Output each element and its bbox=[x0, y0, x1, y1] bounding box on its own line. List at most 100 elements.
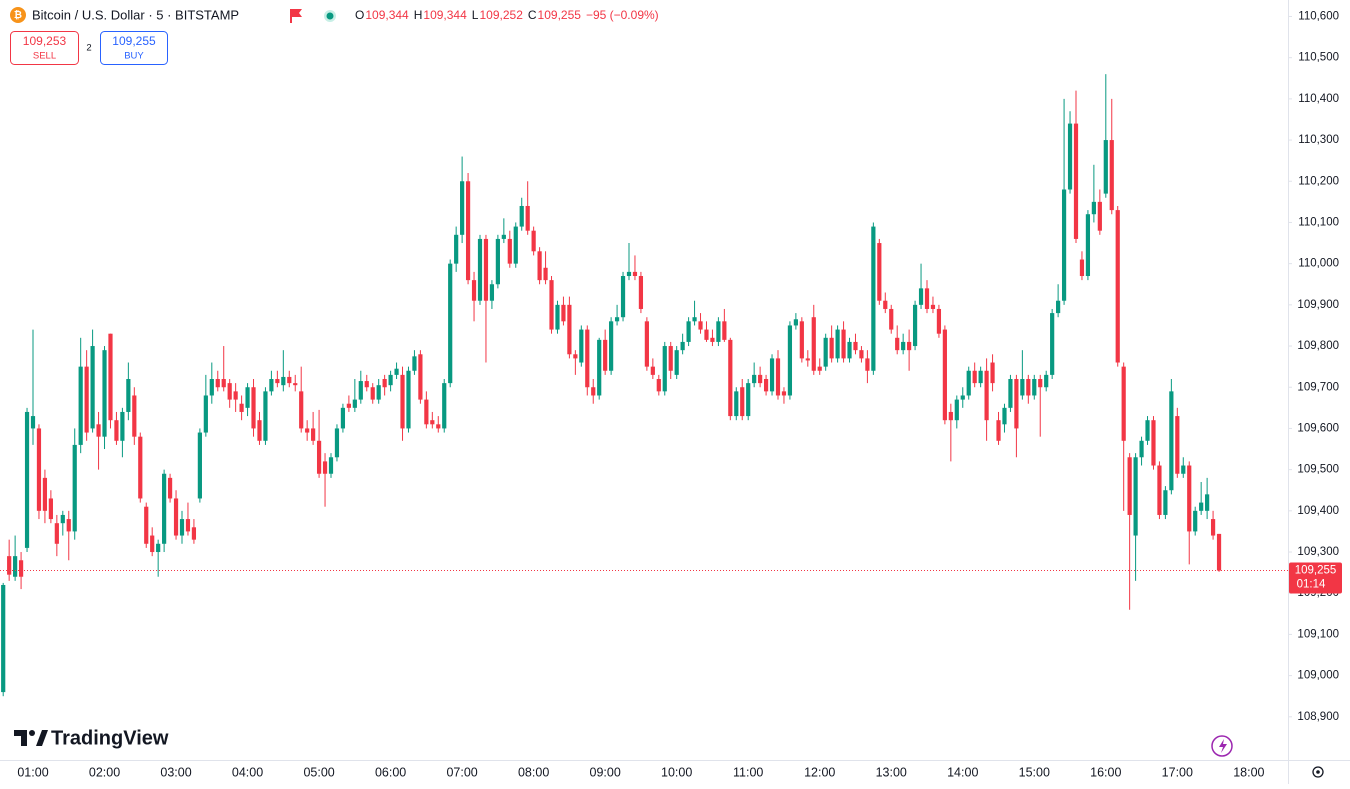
candle-body bbox=[84, 366, 89, 433]
candle-body bbox=[471, 280, 477, 301]
candle-body bbox=[722, 321, 727, 340]
candle-body bbox=[603, 339, 608, 371]
candle-body bbox=[531, 230, 536, 252]
y-tick-label: 110,100 bbox=[1298, 216, 1339, 228]
candle-body bbox=[96, 424, 101, 437]
y-tick-label: 110,500 bbox=[1298, 52, 1339, 64]
candle-body bbox=[567, 304, 572, 355]
candle-body bbox=[316, 440, 322, 474]
candle-body bbox=[233, 391, 238, 400]
price-tag: 109,255 01:14 bbox=[0, 562, 1342, 594]
candle-body bbox=[763, 379, 769, 392]
logo-text: TradingView bbox=[51, 727, 169, 749]
candle-body bbox=[173, 498, 179, 536]
candle-body bbox=[704, 329, 709, 340]
candle-body bbox=[448, 263, 453, 384]
candles bbox=[1, 74, 1222, 697]
candle-body bbox=[1193, 510, 1198, 532]
candle-body bbox=[436, 424, 441, 429]
candle-body bbox=[376, 385, 381, 400]
candle-body bbox=[42, 477, 48, 511]
candle-body bbox=[442, 383, 447, 429]
candle-body bbox=[1151, 420, 1156, 466]
candle-body bbox=[1133, 457, 1138, 536]
ohlc-key: H bbox=[414, 8, 423, 22]
candle-body bbox=[418, 354, 423, 400]
candle-body bbox=[823, 337, 828, 367]
candle-body bbox=[579, 329, 584, 363]
candle-body bbox=[90, 346, 95, 429]
y-tick-label: 109,000 bbox=[1297, 670, 1339, 682]
price-axis: 108,900109,000109,100109,200109,300109,4… bbox=[1288, 11, 1339, 723]
x-tick-label: 05:00 bbox=[303, 765, 334, 779]
candle-body bbox=[644, 321, 649, 367]
candle-body bbox=[930, 304, 936, 309]
candle-body bbox=[1026, 379, 1031, 396]
candle-body bbox=[293, 383, 298, 386]
candle-body bbox=[918, 288, 924, 305]
candle-body bbox=[1097, 201, 1102, 231]
candle-body bbox=[191, 527, 197, 540]
buy-button[interactable] bbox=[100, 31, 168, 65]
candle-body bbox=[853, 341, 858, 351]
candle-body bbox=[984, 370, 989, 421]
symbol-icon bbox=[10, 7, 26, 23]
candle-body bbox=[36, 428, 42, 511]
candle-body bbox=[1163, 490, 1168, 515]
candle-body bbox=[1044, 374, 1049, 388]
candle-body bbox=[54, 523, 59, 544]
candle-body bbox=[489, 284, 495, 301]
candle-body bbox=[585, 329, 590, 388]
x-tick-label: 13:00 bbox=[876, 765, 907, 779]
candle-body bbox=[328, 457, 334, 474]
candle-body bbox=[1091, 201, 1096, 215]
candle-body bbox=[1008, 379, 1013, 408]
candle-body bbox=[1216, 533, 1222, 571]
candle-body bbox=[662, 346, 667, 392]
candle-body bbox=[835, 329, 840, 359]
sell-button[interactable] bbox=[10, 31, 79, 65]
candle-body bbox=[30, 416, 36, 429]
candle-body bbox=[352, 399, 357, 408]
candle-body bbox=[382, 379, 387, 388]
candle-body bbox=[543, 267, 548, 281]
candle-body bbox=[1085, 214, 1091, 277]
candle-body bbox=[656, 379, 661, 392]
y-tick-label: 110,000 bbox=[1298, 258, 1339, 270]
y-tick-label: 110,200 bbox=[1298, 175, 1339, 187]
candle-body bbox=[221, 379, 226, 388]
candle-body bbox=[18, 560, 24, 577]
y-tick-label: 108,900 bbox=[1297, 711, 1339, 723]
y-tick-label: 109,400 bbox=[1297, 505, 1339, 517]
lightning-button[interactable] bbox=[1211, 735, 1233, 757]
price-tag-label: 109,255 bbox=[1295, 565, 1337, 577]
y-tick-label: 110,600 bbox=[1298, 11, 1339, 23]
candle-body bbox=[1050, 313, 1055, 375]
candle-body bbox=[972, 370, 977, 384]
candle-body bbox=[1038, 379, 1043, 388]
y-tick-label: 109,800 bbox=[1297, 340, 1339, 352]
candle-body bbox=[275, 379, 280, 384]
candle-body bbox=[680, 341, 685, 351]
candle-body bbox=[1073, 123, 1079, 239]
candle-body bbox=[1169, 391, 1174, 491]
candle-body bbox=[24, 411, 30, 548]
candle-body bbox=[239, 403, 244, 412]
candle-body bbox=[954, 399, 959, 421]
candle-body bbox=[996, 420, 1001, 441]
candle-body bbox=[597, 339, 602, 396]
candle-body bbox=[811, 317, 816, 371]
y-tick-label: 109,300 bbox=[1297, 546, 1339, 558]
x-tick-label: 12:00 bbox=[804, 765, 835, 779]
x-tick-label: 01:00 bbox=[17, 765, 48, 779]
candle-body bbox=[156, 543, 161, 553]
ohlc-key: C bbox=[528, 8, 537, 22]
candle-body bbox=[179, 519, 185, 536]
candle-body bbox=[227, 383, 232, 400]
candle-body bbox=[555, 304, 560, 330]
settings-button[interactable] bbox=[1312, 766, 1324, 778]
candle-body bbox=[549, 280, 554, 330]
flag-icon[interactable] bbox=[290, 9, 302, 23]
candle-body bbox=[668, 346, 673, 371]
